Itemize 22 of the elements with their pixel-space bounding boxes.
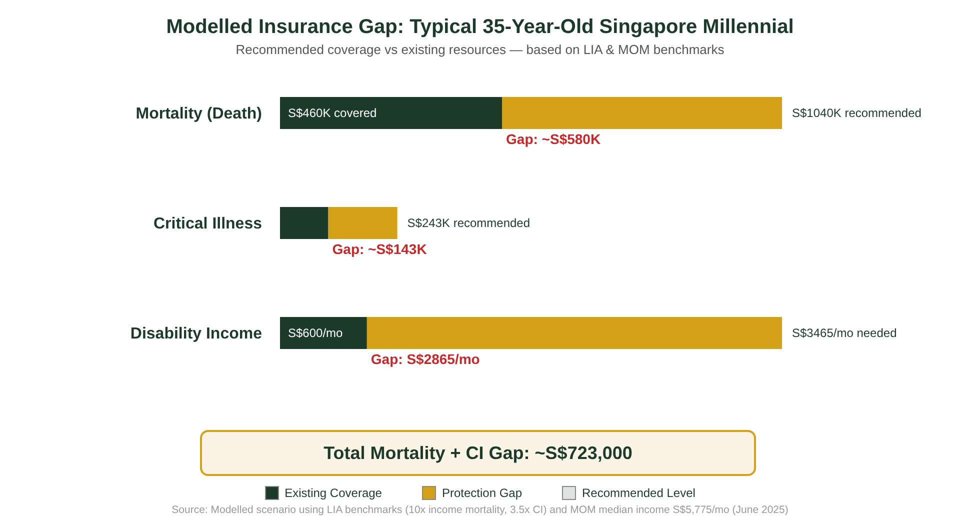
legend-label: Existing Coverage (284, 486, 382, 500)
bar (280, 97, 502, 129)
data-label: S$460K covered (288, 106, 377, 120)
text: Total Mortality + CI Gap: ~S$723,000 (200, 430, 756, 476)
data-label: Gap: ~S$580K (506, 131, 601, 147)
y-tick-label: Disability Income (130, 326, 262, 343)
source-note: Source: Modelled scenario using LIA benchmarks (10x income mortality, 3.5x CI) and MOM median income S$5,775/mo (June 2025) (170, 504, 790, 516)
bar (280, 207, 328, 239)
data-label: S$600/mo (288, 326, 344, 340)
chart-subtitle: Recommended coverage vs existing resources — based on LIA & MOM benchmarks (234, 42, 726, 57)
data-label: Gap: ~S$143K (332, 241, 427, 257)
total-label: S$243K recommended (407, 216, 530, 230)
bar (502, 97, 782, 129)
y-tick-label: Mortality (Death) (136, 106, 262, 123)
total-label: S$1040K recommended (792, 106, 922, 120)
y-tick-label: Critical Illness (154, 216, 262, 233)
legend-label: Protection Gap (442, 486, 522, 500)
chart-title: Modelled Insurance Gap: Typical 35-Year-Old Singapore Millennial (165, 16, 795, 39)
legend-label: Recommended Level (582, 486, 696, 500)
data-label: Gap: S$2865/mo (370, 351, 480, 367)
bar (328, 207, 398, 239)
total-label: S$3465/mo needed (792, 326, 897, 340)
